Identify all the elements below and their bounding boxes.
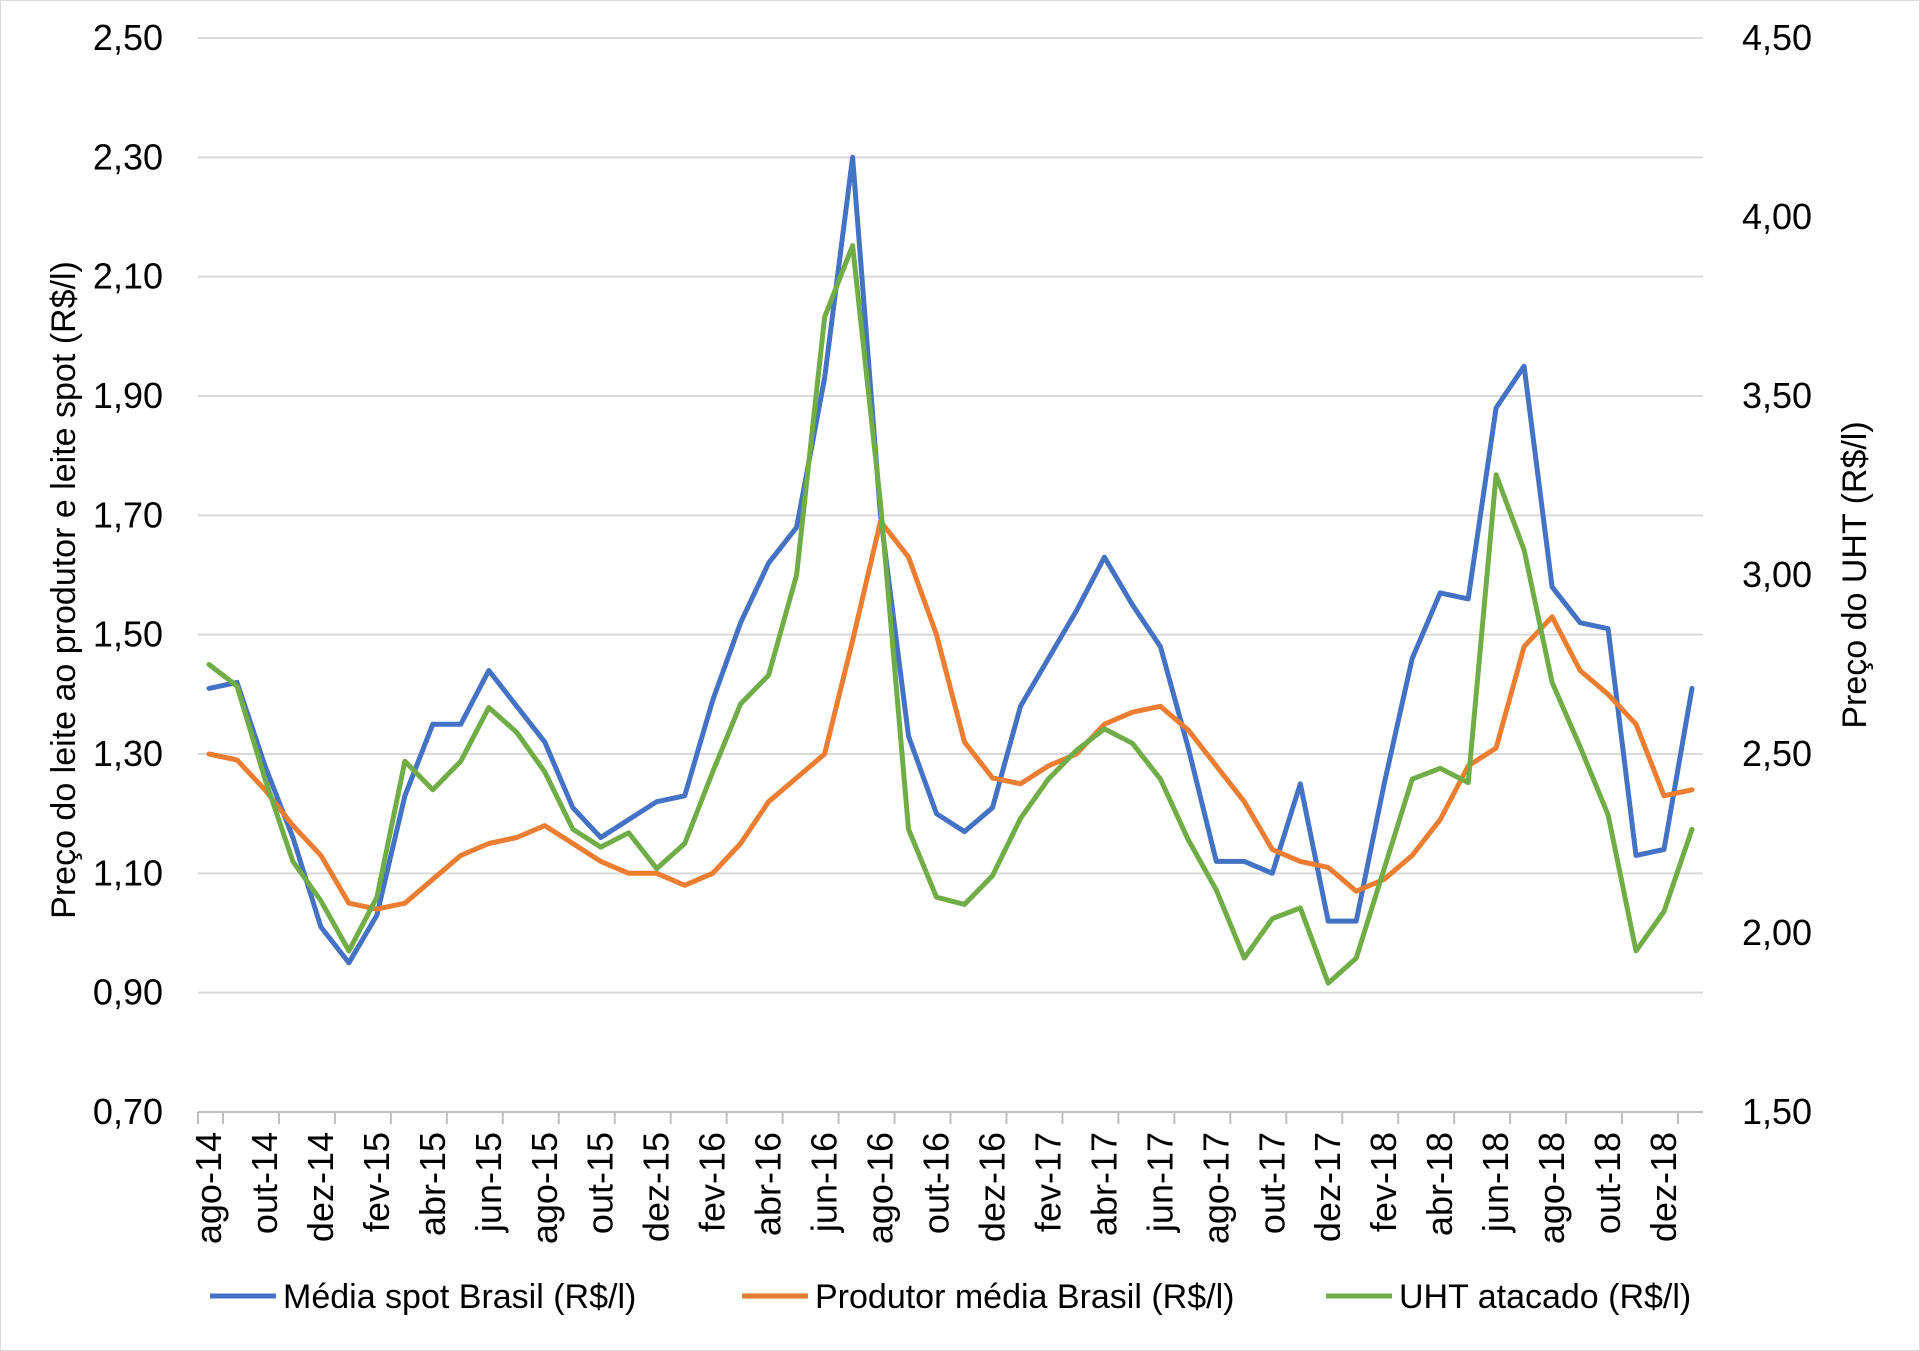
y2-tick-label: 3,00 [1742,554,1812,595]
x-tick-label: out-16 [916,1132,957,1234]
legend-label: UHT atacado (R$/l) [1399,1278,1691,1316]
y-tick-label: 2,30 [93,136,163,177]
series-line [206,518,1695,912]
legend-label: Produtor média Brasil (R$/l) [815,1278,1234,1316]
legend: Média spot Brasil (R$/l) Produtor média B… [210,1278,1691,1316]
x-tick-label: out-14 [244,1132,285,1234]
x-tick-label: jun-15 [468,1132,509,1233]
y2-axis-ticks: 1,50 2,00 2,50 3,00 3,50 4,00 4,50 [1742,17,1812,1132]
x-tick-label: dez-15 [636,1132,677,1242]
legend-label: Média spot Brasil (R$/l) [283,1278,636,1316]
x-tick-label: abr-18 [1419,1132,1460,1236]
y-tick-label: 0,70 [93,1091,163,1132]
x-tick-label: fev-15 [356,1132,397,1232]
x-tick-label: dez-18 [1643,1132,1684,1242]
x-tick-label: abr-15 [412,1132,453,1236]
y-tick-label: 1,70 [93,494,163,535]
y-tick-label: 1,10 [93,852,163,893]
x-tick-label: ago-14 [188,1132,229,1244]
x-tick-label: fev-17 [1027,1132,1068,1232]
y2-axis-title: Preço do UHT (R$/l) [1836,421,1874,728]
x-tick-label: jun-18 [1475,1132,1516,1233]
y-tick-label: 1,90 [93,375,163,416]
y-tick-label: 2,10 [93,256,163,297]
x-tick-label: out-17 [1251,1132,1292,1234]
y-axis-title: Preço do leite ao produtor e leite spot … [45,261,83,919]
gridlines [198,37,1703,994]
series-line [206,243,1695,986]
x-tick-label: out-15 [580,1132,621,1234]
y-tick-label: 1,50 [93,614,163,655]
y2-tick-label: 2,50 [1742,733,1812,774]
series-line [206,154,1695,966]
y-axis-ticks: 0,70 0,90 1,10 1,30 1,50 1,70 1,90 2,10 2,30 2,50 [93,17,163,1132]
y-tick-label: 2,50 [93,17,163,58]
x-tick-label: abr-17 [1083,1132,1124,1236]
y2-tick-label: 2,00 [1742,912,1812,953]
x-tick-label: ago-18 [1531,1132,1572,1244]
x-tick-label: dez-17 [1307,1132,1348,1242]
y2-tick-label: 4,00 [1742,196,1812,237]
x-tick-label: ago-16 [860,1132,901,1244]
x-tick-label: fev-16 [692,1132,733,1232]
x-tick-label: out-18 [1587,1132,1628,1234]
y2-tick-label: 3,50 [1742,375,1812,416]
x-tick-label: abr-16 [748,1132,789,1236]
x-tick-label: dez-14 [300,1132,341,1242]
x-tick-label: fev-18 [1363,1132,1404,1232]
x-axis-ticks: ago-14 out-14 dez-14 fev-15 abr-15 jun-15 ago-… [188,1112,1684,1244]
series-lines [206,154,1695,986]
y2-tick-label: 1,50 [1742,1091,1812,1132]
x-tick-label: ago-17 [1195,1132,1236,1244]
x-tick-label: ago-15 [524,1132,565,1244]
x-tick-label: jun-17 [1139,1132,1180,1233]
y-tick-label: 0,90 [93,972,163,1013]
y2-tick-label: 4,50 [1742,17,1812,58]
x-tick-label: jun-16 [804,1132,845,1233]
x-tick-label: dez-16 [971,1132,1012,1242]
y-tick-label: 1,30 [93,733,163,774]
